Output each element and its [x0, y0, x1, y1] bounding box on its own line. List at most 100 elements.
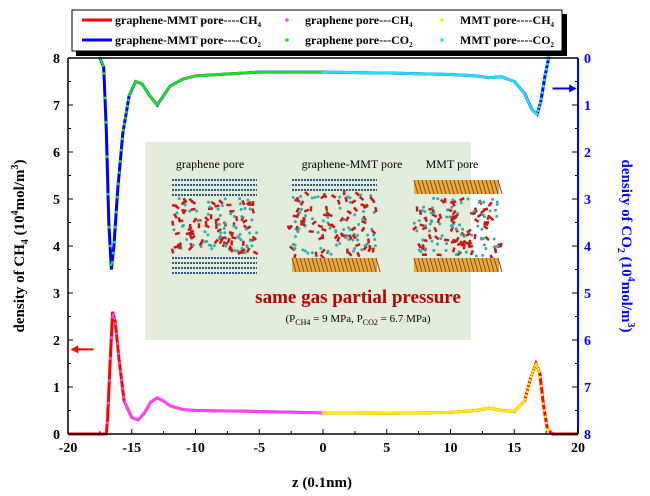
co2-molecule [473, 233, 477, 240]
mmt-layer-pattern [485, 179, 491, 195]
co2-molecule [319, 253, 325, 260]
ch4-molecule [249, 239, 253, 243]
co2-molecule [227, 246, 234, 252]
ch4-molecule [304, 214, 308, 218]
ch4-molecule [244, 227, 248, 231]
ch4-molecule [466, 197, 470, 201]
mmt-layer-pattern [371, 257, 377, 273]
co2-molecule [450, 219, 456, 225]
ch4-molecule [436, 197, 440, 201]
series-point [108, 356, 112, 360]
co2-molecule [308, 230, 314, 234]
mmt-layer-pattern [445, 257, 451, 273]
co2-molecule [350, 226, 357, 232]
co2-molecule [487, 201, 493, 207]
co2-molecule [348, 234, 353, 241]
ch4-molecule [299, 207, 303, 211]
ch4-molecule [246, 198, 250, 202]
inset-background [145, 142, 471, 340]
y-left-tick-label: 4 [53, 240, 60, 255]
series-point [112, 240, 116, 244]
series-point [121, 387, 124, 390]
ch4-molecule [439, 237, 443, 241]
series-point [541, 402, 545, 406]
series-point [523, 92, 527, 96]
y-left-tick-label: 2 [53, 334, 60, 349]
co2-molecule [222, 241, 229, 246]
co2-molecule [438, 213, 443, 220]
ch4-molecule [306, 251, 310, 255]
mmt-layer-pattern [469, 257, 475, 273]
y-right-tick-label: 5 [584, 287, 591, 302]
series-point [106, 401, 110, 405]
ch4-molecule [175, 211, 179, 215]
co2-molecule [436, 217, 441, 224]
mmt-layer-pattern [485, 257, 491, 273]
co2-molecule [314, 251, 318, 257]
subtitle-part: CO2 [363, 318, 378, 327]
co2-molecule [369, 196, 375, 202]
co2-molecule [452, 238, 458, 243]
mmt-layer-pattern [413, 179, 419, 195]
ch4-molecule [294, 234, 298, 238]
inset-title: same gas partial pressure [255, 287, 461, 308]
mmt-layer-pattern [363, 257, 369, 273]
ch4-molecule [237, 236, 241, 240]
co2-molecule [493, 247, 498, 254]
mmt-layer-pattern [429, 257, 435, 273]
co2-molecule [187, 226, 193, 232]
mmt-layer-pattern [445, 179, 451, 195]
mmt-layer-pattern [473, 257, 479, 273]
series-point [528, 103, 532, 107]
series-point [125, 405, 129, 408]
ch4-molecule [232, 214, 236, 218]
mmt-layer-pattern [417, 179, 423, 195]
legend-subscript: 2 [409, 41, 413, 49]
legend-box [71, 9, 563, 52]
co2-molecule [171, 204, 178, 208]
legend-dot-swatch [285, 38, 289, 42]
series-point [100, 61, 104, 65]
series-point [543, 72, 547, 76]
mmt-layer-pattern [433, 257, 439, 273]
y-right-tick-label: 1 [584, 99, 591, 114]
ch4-molecule [233, 249, 237, 253]
x-tick-label: -20 [59, 441, 78, 456]
series-point [106, 192, 110, 196]
series-point [526, 99, 530, 103]
co2-molecule [226, 237, 231, 244]
ch4-molecule [206, 212, 210, 216]
ch4-molecule [347, 226, 351, 230]
ch4-molecule [454, 227, 458, 231]
ch4-molecule [223, 197, 227, 201]
ch4-molecule [484, 246, 488, 250]
series-point [525, 97, 529, 101]
ch4-molecule [205, 240, 209, 244]
series-point [110, 315, 114, 319]
series-point [114, 210, 118, 214]
ch4-molecule [445, 208, 449, 212]
mmt-layer-pattern [335, 257, 341, 273]
series-point [129, 413, 133, 417]
co2-molecule [450, 215, 455, 221]
ch4-molecule [348, 200, 352, 204]
ch4-molecule [208, 205, 212, 209]
ch4-molecule [432, 196, 436, 200]
co2-molecule [466, 228, 472, 234]
co2-molecule [245, 200, 252, 206]
series-point [538, 375, 542, 379]
mmt-layer-pattern [295, 257, 301, 273]
ch4-molecule [479, 237, 483, 241]
co2-molecule [354, 243, 361, 248]
series-point [101, 64, 105, 67]
ch4-molecule [480, 227, 484, 231]
co2-molecule [473, 207, 478, 213]
co2-molecule [322, 192, 328, 199]
ch4-molecule [182, 223, 186, 227]
co2-molecule [360, 226, 366, 233]
co2-molecule [346, 209, 352, 215]
ch4-molecule [245, 244, 249, 248]
ch4-molecule [296, 230, 300, 234]
y-right-tick-label: 2 [584, 146, 591, 161]
